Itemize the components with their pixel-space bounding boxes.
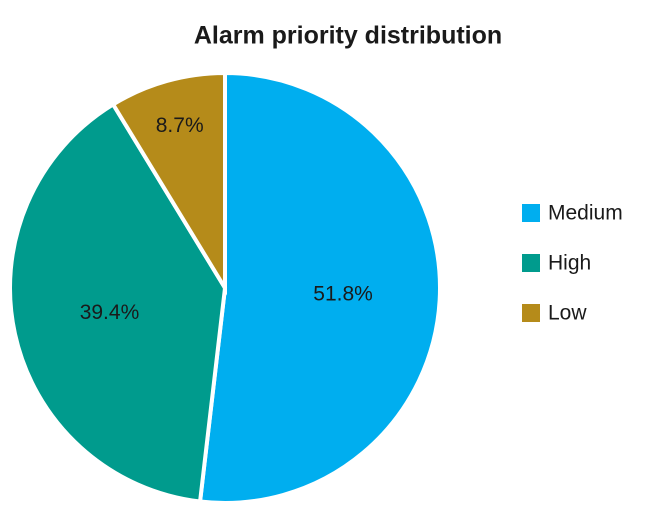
chart-title: Alarm priority distribution	[194, 22, 502, 50]
value-label: 8.7%	[156, 114, 204, 137]
pie-slice	[110, 70, 227, 296]
legend-label: Low	[548, 302, 587, 325]
legend-swatch	[522, 304, 540, 322]
value-label: 51.8%	[313, 282, 373, 305]
legend-swatch	[522, 204, 540, 222]
legend-label: High	[548, 252, 591, 275]
pie-slice	[8, 101, 228, 504]
legend-label: Medium	[548, 202, 623, 225]
value-label: 39.4%	[80, 301, 140, 324]
legend-swatch	[522, 254, 540, 272]
pie-slice	[197, 70, 443, 505]
